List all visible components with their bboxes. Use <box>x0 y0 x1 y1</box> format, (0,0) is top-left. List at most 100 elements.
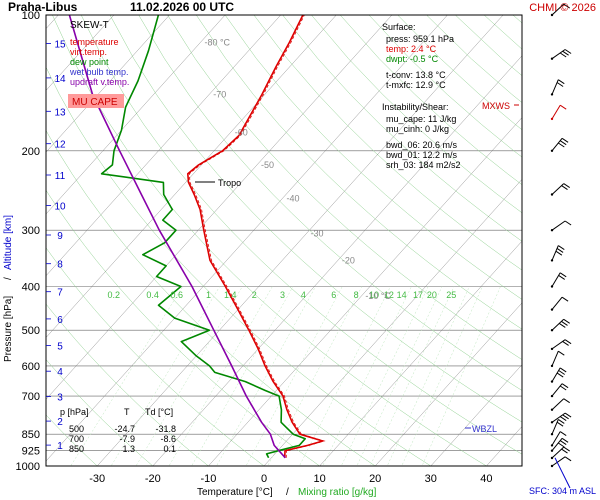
altitude-tick-label: 4 <box>57 367 63 378</box>
surface-press: press: 959.1 hPa <box>386 34 454 44</box>
level-table: p [hPa] T Td [°C] 500 -24.7 -31.8 700 -7… <box>60 407 176 454</box>
wind-barb <box>550 367 567 383</box>
mixing-ratio-line <box>356 286 443 466</box>
isotherm <box>46 15 170 153</box>
bwd-06-value: bwd_06: 20.6 m/s <box>386 140 458 150</box>
dry-adiabat <box>46 189 321 466</box>
mu-cinh-value: mu_cinh: 0 J/kg <box>386 124 449 134</box>
bwd-01-value: bwd_01: 12.2 m/s <box>386 150 458 160</box>
mixing-ratio-line <box>369 286 455 466</box>
pressure-tick-label: 400 <box>22 282 40 294</box>
wind-barb <box>550 398 570 411</box>
mixing-ratio-label: 17 <box>413 290 423 300</box>
wind-barb <box>550 272 567 288</box>
profile-lines <box>68 15 326 459</box>
wind-barb <box>550 418 565 436</box>
temperature-tick-label: 40 <box>480 473 492 485</box>
legend-dew-point: dew point <box>70 57 109 67</box>
pressure-tick-label: 100 <box>22 10 40 22</box>
level-table-p: 500 <box>69 424 84 434</box>
level-table-td: 0.1 <box>163 444 176 454</box>
altitude-tick-label: 8 <box>57 260 63 271</box>
grid-lines <box>46 15 522 466</box>
surface-title: Surface: <box>382 22 416 32</box>
altitude-tick-label: 6 <box>57 315 63 326</box>
level-table-td: -8.6 <box>160 434 176 444</box>
temperature-tick-label: -10 <box>200 473 216 485</box>
wind-barbs <box>550 3 572 489</box>
dry-adiabat <box>426 15 522 103</box>
wind-barb <box>550 456 572 468</box>
dry-adiabat <box>196 15 522 330</box>
level-table-t: 1.3 <box>122 444 135 454</box>
mixing-ratio-line <box>135 286 243 466</box>
dry-adiabat <box>167 15 522 360</box>
level-table-header-t: T <box>124 407 130 417</box>
altitude-tick-label: 14 <box>54 74 66 85</box>
level-table-header-td: Td [°C] <box>145 407 173 417</box>
dry-adiabat <box>80 15 522 455</box>
dewpoint-line <box>100 15 306 459</box>
mixing-ratio-line <box>401 286 483 466</box>
wind-barb <box>550 183 570 196</box>
y-axis-title: Pressure [hPa] <box>3 296 14 362</box>
wind-barb <box>550 104 567 121</box>
isotherm <box>46 15 448 462</box>
altitude-tick-label: 7 <box>57 288 63 299</box>
isotherm-label: -50 <box>261 160 274 170</box>
isotherm <box>46 15 337 338</box>
dry-adiabat <box>253 15 522 271</box>
dry-adiabat <box>340 15 522 186</box>
isotherm <box>46 15 281 277</box>
pressure-tick-label: 600 <box>22 361 40 373</box>
dry-adiabat <box>46 303 209 466</box>
altitude-tick-label: 1 <box>57 441 63 452</box>
level-table-header-p: p [hPa] <box>60 407 89 417</box>
mixing-ratio-label: 2 <box>252 290 257 300</box>
level-table-td: -31.8 <box>155 424 176 434</box>
mixing-ratio-label: 1.4 <box>224 290 237 300</box>
temperature-line <box>187 15 324 458</box>
pressure-tick-label: 200 <box>22 146 40 158</box>
mixing-ratio-line <box>110 286 220 466</box>
wbzl-label: WBZL <box>472 424 497 434</box>
y-axis-title-km: Altitude [km] <box>3 215 14 270</box>
isotherm <box>375 302 522 466</box>
dry-adiabat <box>46 359 154 466</box>
wind-barb <box>550 296 569 311</box>
dry-adiabat <box>224 15 522 300</box>
isotherm <box>208 117 522 466</box>
isotherm <box>430 364 522 466</box>
altitude-tick-label: 12 <box>54 140 66 151</box>
mixing-ratio-label: 12 <box>384 290 394 300</box>
station-name: Praha-Libus <box>8 0 78 14</box>
wind-barb <box>550 49 572 60</box>
mixing-ratio-line <box>299 286 391 466</box>
temperature-tick-label: -30 <box>89 473 105 485</box>
virtual-temperature-line <box>188 15 326 458</box>
surface-dwpt: dwpt: -0.5 °C <box>386 54 439 64</box>
pressure-tick-label: 500 <box>22 325 40 337</box>
tropopause-label: Tropo <box>218 178 241 188</box>
mxws-label: MXWS <box>482 101 510 111</box>
isotherm <box>319 240 522 466</box>
mixing-ratio-line <box>70 286 183 466</box>
dry-adiabat <box>138 15 522 391</box>
dry-adiabat <box>52 15 487 466</box>
dry-adiabat <box>46 66 432 466</box>
isotherm <box>46 15 393 400</box>
mixing-ratio-line <box>216 286 316 466</box>
pressure-tick-label: 925 <box>22 446 40 458</box>
wind-barb <box>550 220 572 232</box>
altitude-tick-label: 5 <box>57 341 63 352</box>
wind-barb <box>550 245 565 262</box>
level-table-t: -24.7 <box>114 424 135 434</box>
legend-temperature: temperature <box>70 37 119 47</box>
wind-barb <box>550 318 570 332</box>
temperature-tick-label: -20 <box>145 473 161 485</box>
surface-t-conv: t-conv: 13.8 °C <box>386 70 446 80</box>
altitude-tick-label: 13 <box>54 107 66 118</box>
mixing-ratio-label: 0.2 <box>107 290 120 300</box>
surface-wind-marker <box>554 457 571 489</box>
